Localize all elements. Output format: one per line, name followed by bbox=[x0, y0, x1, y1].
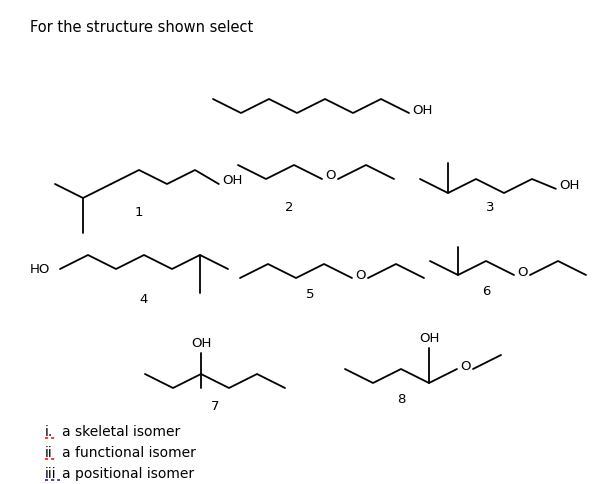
Text: OH: OH bbox=[419, 332, 439, 345]
Text: a positional isomer: a positional isomer bbox=[62, 466, 194, 480]
Text: a skeletal isomer: a skeletal isomer bbox=[62, 424, 180, 438]
Text: 5: 5 bbox=[306, 288, 314, 301]
Text: 7: 7 bbox=[211, 400, 219, 413]
Text: a functional isomer: a functional isomer bbox=[62, 445, 196, 459]
Text: 4: 4 bbox=[140, 293, 148, 306]
Text: OH: OH bbox=[412, 104, 432, 117]
Text: 8: 8 bbox=[397, 393, 405, 406]
Text: O: O bbox=[517, 266, 528, 279]
Text: 6: 6 bbox=[482, 285, 490, 298]
Text: O: O bbox=[355, 269, 365, 282]
Text: OH: OH bbox=[222, 174, 242, 187]
Text: HO: HO bbox=[30, 263, 50, 276]
Text: 1: 1 bbox=[135, 206, 143, 219]
Text: 2: 2 bbox=[285, 201, 293, 214]
Text: O: O bbox=[325, 169, 336, 182]
Text: iii: iii bbox=[45, 466, 57, 480]
Text: ii: ii bbox=[45, 445, 53, 459]
Text: For the structure shown select: For the structure shown select bbox=[30, 20, 253, 35]
Text: OH: OH bbox=[559, 179, 579, 192]
Text: OH: OH bbox=[191, 337, 211, 350]
Text: O: O bbox=[460, 360, 470, 373]
Text: i.: i. bbox=[45, 424, 53, 438]
Text: 3: 3 bbox=[486, 201, 494, 214]
